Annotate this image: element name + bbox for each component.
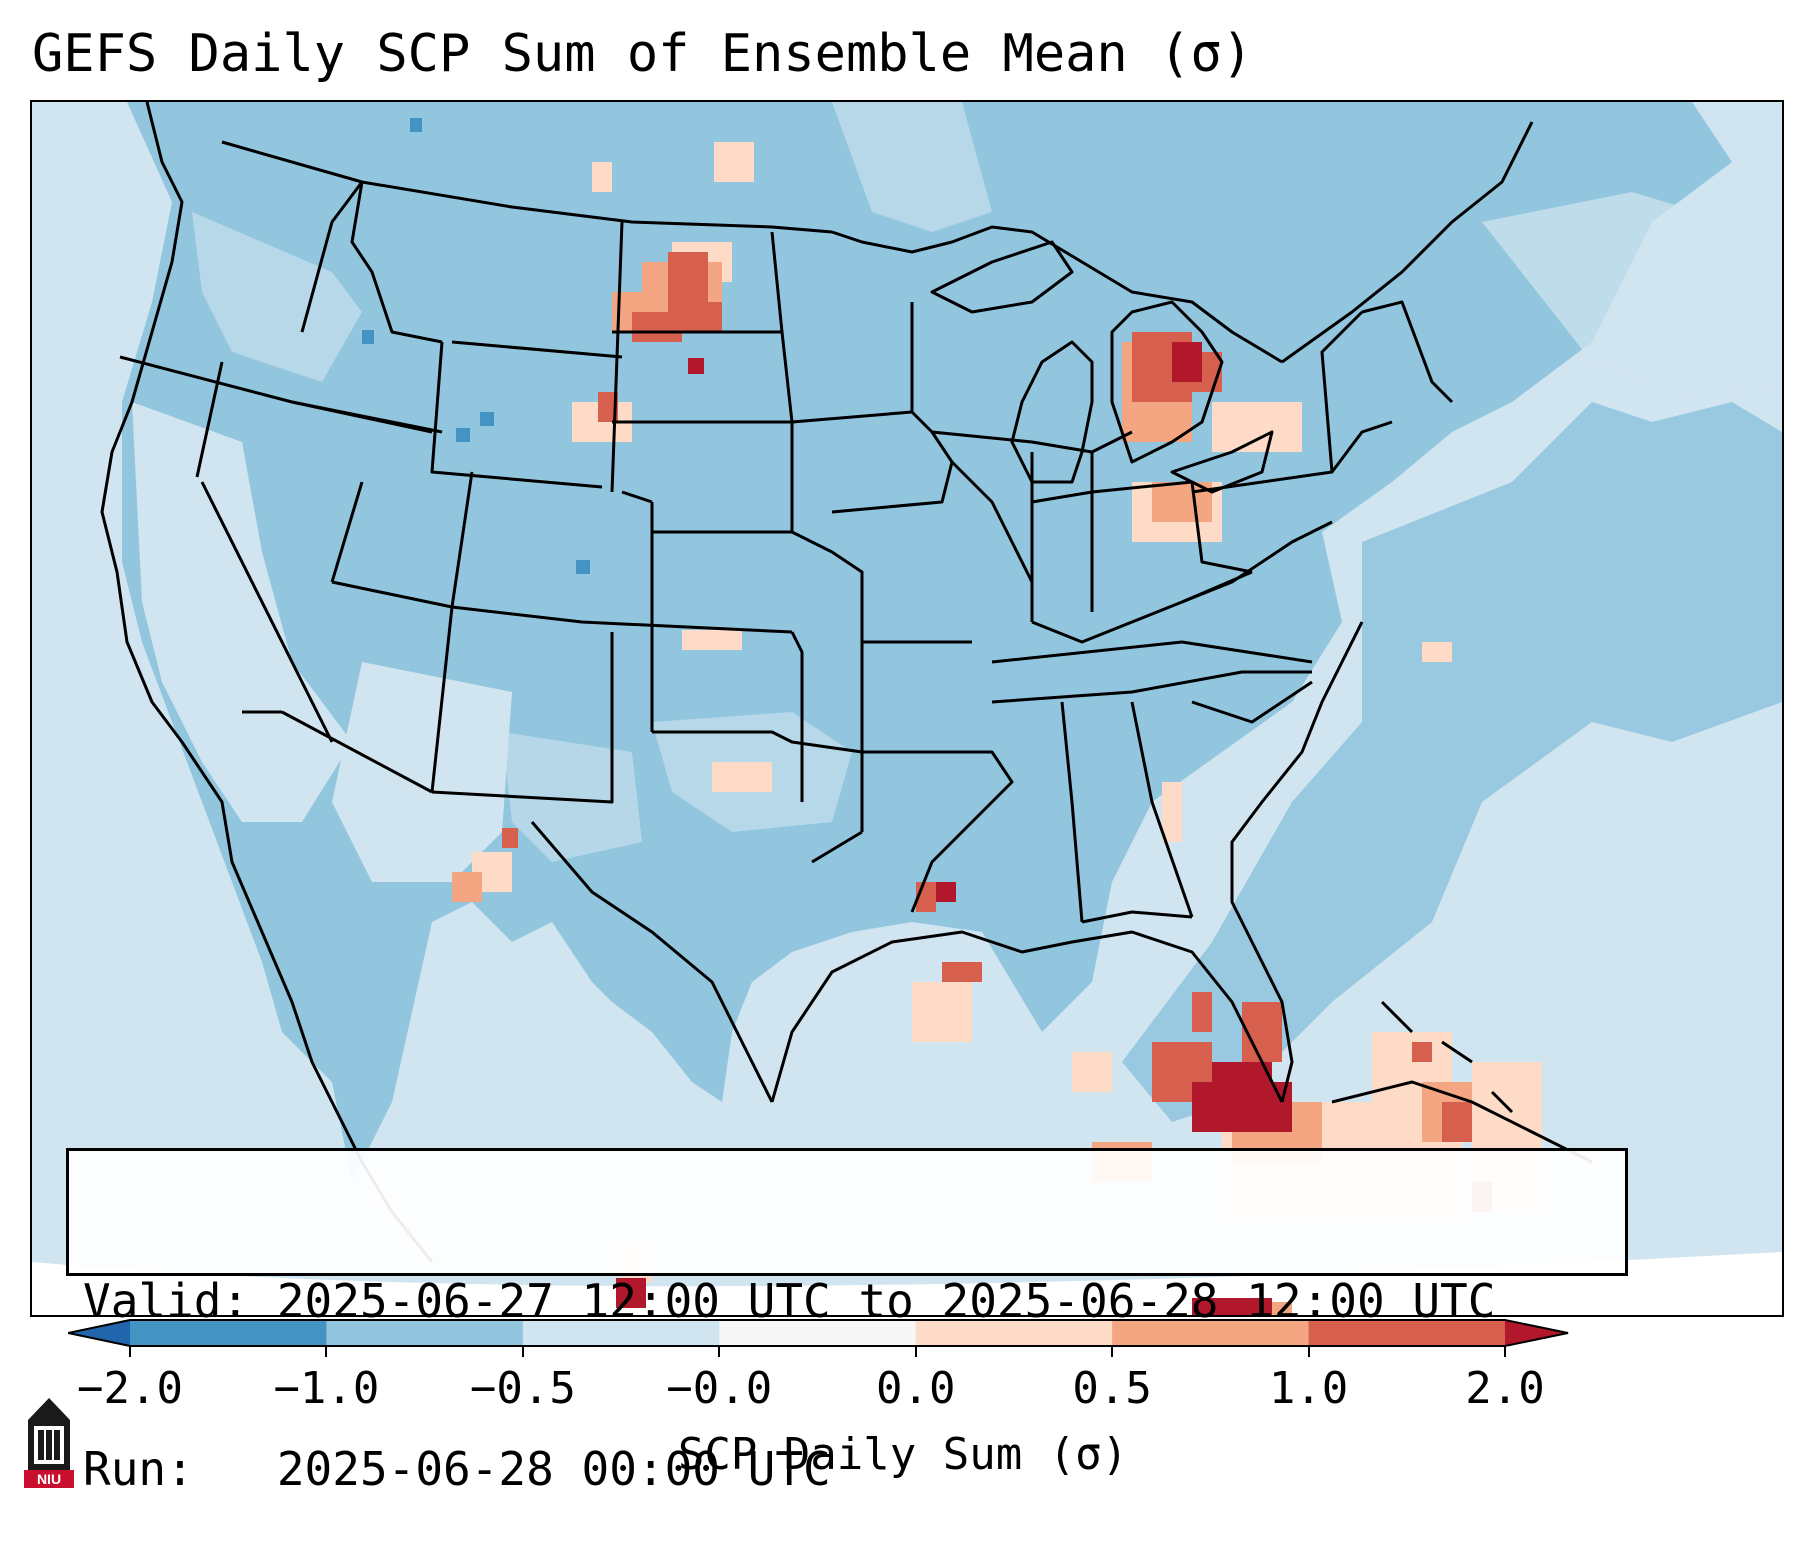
colorbar-tick-label: −2.0: [77, 1363, 183, 1414]
colorbar-segment: [130, 1320, 327, 1346]
colorbar-tick-label: 1.0: [1268, 1363, 1349, 1414]
colorbar-tick-label: −0.0: [666, 1363, 773, 1414]
colorbar-segment: [719, 1320, 917, 1346]
colorbar-segments: [130, 1320, 1506, 1346]
colorbar-tick-mark: [914, 1347, 917, 1357]
colorbar-tick-label: 0.0: [875, 1363, 956, 1414]
colorbar-tick-label: −0.5: [469, 1363, 576, 1414]
colorbar-outline: [68, 1319, 1569, 1347]
colorbar-label: SCP Daily Sum (σ): [677, 1429, 1129, 1480]
chart-title: GEFS Daily SCP Sum of Ensemble Mean (σ): [32, 24, 1253, 84]
colorbar: [68, 1319, 1569, 1347]
colorbar-segment: [1308, 1320, 1506, 1346]
colorbar-segment: [915, 1320, 1113, 1346]
valid-run-infobox: Valid: 2025-06-27 12:00 UTC to 2025-06-2…: [66, 1148, 1628, 1496]
map-canvas: [32, 102, 1782, 1315]
logo-text: NIU: [37, 1471, 61, 1487]
low-value-cells: [362, 118, 590, 574]
colorbar-tick-mark: [1307, 1347, 1310, 1357]
colorbar-over-arrow: [1505, 1320, 1568, 1346]
extreme-positive-cells: [616, 342, 1292, 1315]
colorbar-segment: [326, 1320, 524, 1346]
projection-edge: [32, 1252, 1782, 1315]
colorbar-tick-label: 2.0: [1465, 1363, 1545, 1414]
colorbar-tick-mark: [325, 1347, 328, 1357]
run-time-text: Run: 2025-06-28 00:00 UTC: [83, 1442, 831, 1496]
map-panel: [30, 100, 1784, 1317]
colorbar-segment: [1112, 1320, 1310, 1346]
colorbar-tick-label: 0.5: [1072, 1363, 1152, 1414]
colorbar-under-arrow: [68, 1320, 130, 1346]
colorbar-tick-mark: [1504, 1347, 1506, 1357]
colorbar-segment: [522, 1320, 720, 1346]
niu-logo: NIU: [24, 1398, 74, 1488]
colorbar-tick-mark: [521, 1347, 524, 1357]
colorbar-tick-mark: [129, 1347, 131, 1357]
colorbar-tick-label: −1.0: [273, 1363, 380, 1414]
state-boundaries: [100, 102, 1593, 1263]
colorbar-tick-mark: [1111, 1347, 1114, 1357]
colorbar-tick-mark: [718, 1347, 721, 1357]
